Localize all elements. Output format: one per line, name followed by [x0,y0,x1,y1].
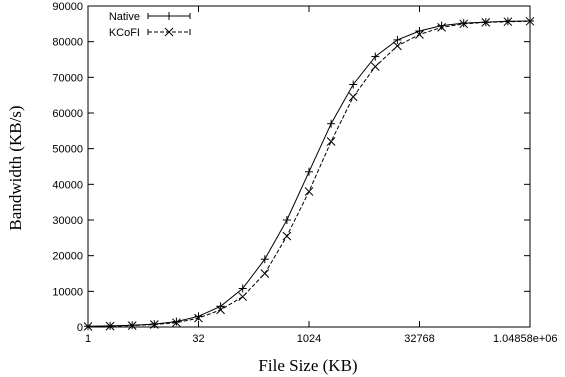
x-tick-label: 1.04858e+06 [493,333,558,345]
data-point-native [305,167,313,176]
legend-marker-kcofi [164,27,174,37]
x-tick-label: 1 [85,333,91,345]
x-tick-label: 1024 [297,333,321,345]
data-point-native [393,35,402,44]
y-tick-label: 60000 [52,108,83,120]
data-point-kcofi [415,30,424,39]
data-point-kcofi [437,23,446,32]
data-point-kcofi [105,321,115,331]
y-tick-label: 0 [77,322,83,334]
data-point-kcofi [216,305,225,315]
plot-frame [87,5,531,328]
data-point-kcofi [260,269,270,278]
data-point-native [172,317,181,326]
legend-marker-native [165,12,173,20]
data-point-native [216,302,225,311]
data-point-native [349,80,358,89]
y-tick-label: 20000 [52,251,83,263]
data-point-kcofi [172,318,181,328]
data-point-native [194,312,203,321]
data-point-native [282,216,291,224]
x-tick-label: 32 [192,333,204,345]
data-point-kcofi [503,17,513,27]
y-tick-label: 70000 [52,72,83,84]
y-tick-label: 40000 [52,179,83,191]
data-point-native [415,27,424,35]
data-point-kcofi [393,41,402,51]
data-point-native [327,119,336,128]
data-point-native [371,52,380,61]
data-point-kcofi [238,292,248,302]
legend-label-kcofi: KCoFI [109,27,140,39]
data-point-kcofi [459,19,469,29]
y-tick-label: 80000 [52,37,83,49]
y-axis-title: Bandwidth (KB/s) [6,105,25,230]
legend-label-native: Native [109,11,140,23]
x-tick-label: 32768 [404,333,435,345]
data-point-kcofi [370,62,380,71]
y-tick-label: 90000 [52,1,83,13]
data-point-kcofi [194,313,203,323]
data-point-kcofi [127,321,137,330]
data-point-native [238,284,247,293]
legend: Native KCoFI [109,11,191,39]
data-point-kcofi [282,231,292,241]
data-point-kcofi [348,92,358,102]
y-tick-label: 50000 [52,144,83,156]
y-tick-label: 30000 [52,215,83,227]
data-point-kcofi [326,137,336,146]
data-point-kcofi [481,18,491,27]
y-tick-label: 10000 [52,286,83,298]
data-point-native [437,21,446,30]
x-axis-title: File Size (KB) [258,356,357,375]
data-point-kcofi [304,187,314,196]
data-point-native [260,255,269,264]
